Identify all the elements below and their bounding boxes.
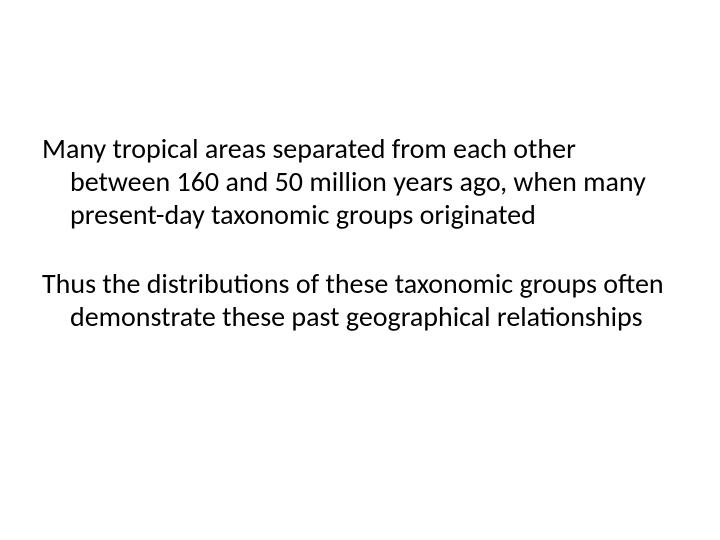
paragraph-1: Many tropical areas separated from each … (42, 132, 682, 231)
body-text-block: Many tropical areas separated from each … (42, 132, 682, 369)
paragraph-2: Thus the distributions of these taxonomi… (42, 267, 682, 333)
slide: Many tropical areas separated from each … (0, 0, 720, 540)
